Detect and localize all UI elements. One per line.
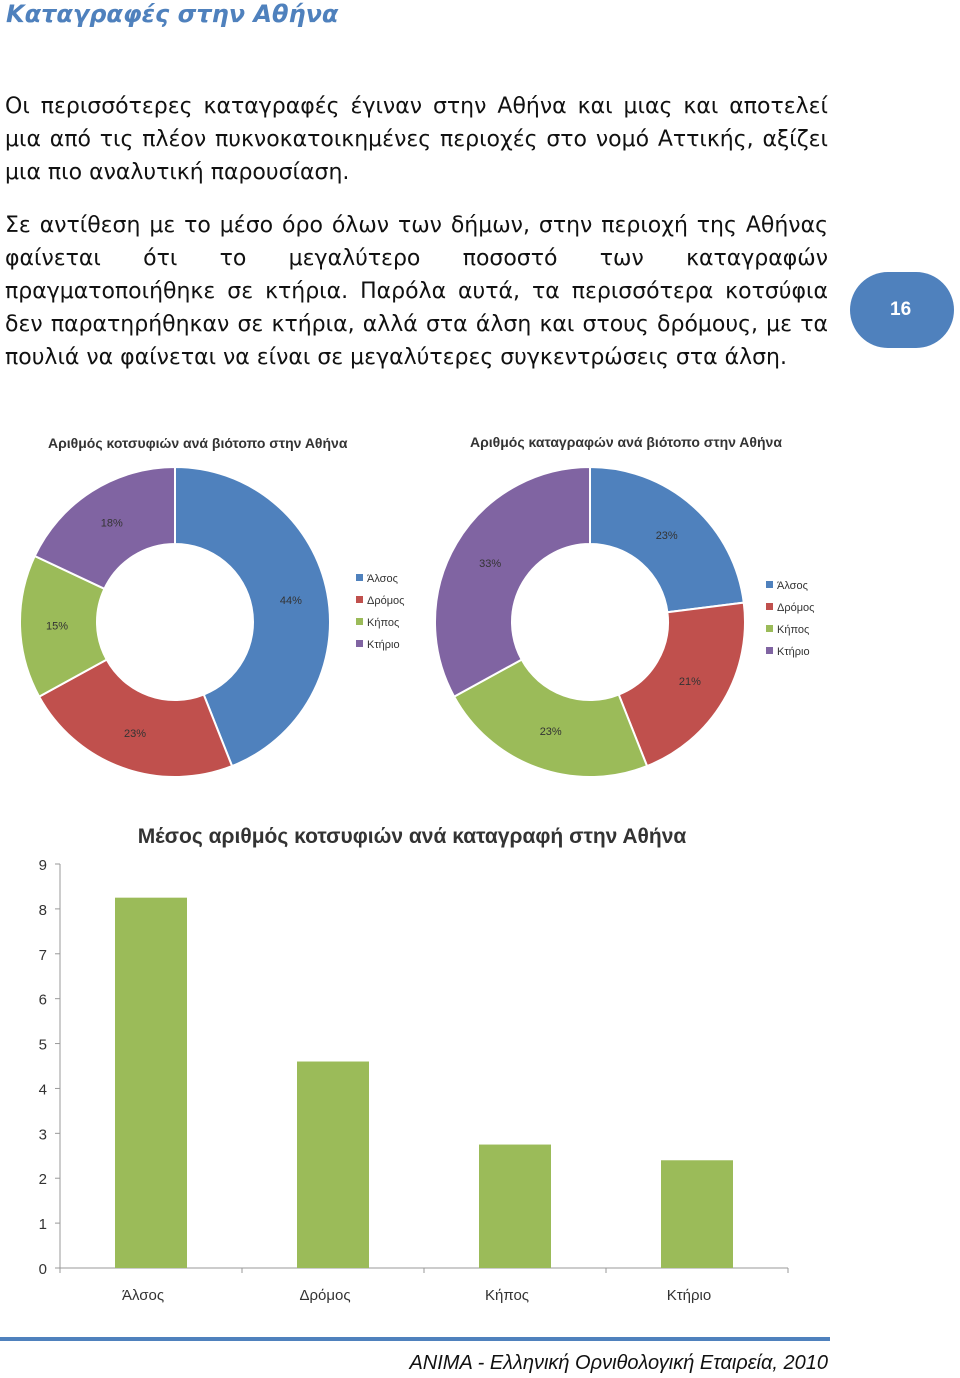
habitat-records-chart-title: Αριθμός καταγραφών ανά βιότοπο στην Αθήν… — [470, 434, 782, 450]
habitat-records-value-label: 21% — [679, 676, 701, 688]
avg-bar-y-tick-label: 1 — [39, 1216, 47, 1233]
habitat-birds-legend-label: Κήπος — [367, 617, 399, 629]
habitat-birds-legend-label: Κτήριο — [367, 639, 400, 651]
habitat-records-legend-swatch — [766, 603, 773, 610]
page-number-badge: 16 — [850, 272, 954, 348]
footer-text: ANIMA - Ελληνική Ορνιθολογική Εταιρεία, … — [409, 1352, 828, 1374]
habitat-records-legend-swatch — [766, 625, 773, 632]
habitat-records-legend-label: Κήπος — [777, 624, 809, 636]
habitat-records-legend-label: Άλσος — [777, 580, 808, 592]
avg-bar-y-tick-label: 5 — [39, 1037, 47, 1054]
habitat-birds-chart-title: Αριθμός κοτσυφιών ανά βιότοπο στην Αθήνα — [48, 435, 348, 451]
habitat-birds-value-label: 18% — [101, 517, 123, 529]
habitat-birds-slice-3 — [19, 554, 109, 699]
habitat-records-legend-swatch — [766, 647, 773, 654]
avg-bar-y-tick-label: 9 — [39, 857, 47, 874]
habitat-records-value-label: 23% — [656, 530, 678, 542]
habitat-birds-legend-swatch — [356, 618, 363, 625]
habitat-birds-legend-swatch — [356, 596, 363, 603]
avg-bar-y-tick-label: 6 — [39, 992, 47, 1009]
avg-bar-y-tick-label: 0 — [39, 1261, 47, 1278]
avg-bar-category-label: Κήπος — [485, 1287, 529, 1304]
avg-bar-category-label: Άλσος — [122, 1287, 164, 1304]
avg-bar-1 — [115, 897, 187, 1268]
habitat-records-value-label: 33% — [479, 558, 501, 570]
analysis-paragraph: Σε αντίθεση με το μέσο όρο όλων των δήμω… — [5, 213, 828, 370]
habitat-records-slice-3 — [452, 658, 649, 778]
avg-bar-chart-title: Μέσος αριθμός κοτσυφιών ανά καταγραφή στ… — [138, 825, 687, 848]
habitat-records-slice-1 — [589, 465, 745, 614]
avg-bar-2 — [297, 1061, 369, 1268]
habitat-birds-slice-2 — [37, 658, 234, 778]
habitat-records-legend-label: Δρόμος — [777, 602, 814, 614]
habitat-records-legend-swatch — [766, 581, 773, 588]
avg-bar-y-tick-label: 2 — [39, 1171, 47, 1188]
footer-divider — [0, 1337, 830, 1341]
avg-bar-category-label: Κτήριο — [667, 1287, 711, 1304]
avg-bar-category-label: Δρόμος — [299, 1287, 350, 1304]
page-number: 16 — [890, 299, 912, 320]
avg-bar-y-tick-label: 3 — [39, 1126, 47, 1143]
habitat-records-slice-2 — [617, 601, 746, 768]
avg-bar-3 — [479, 1144, 551, 1268]
habitat-birds-legend-label: Δρόμος — [367, 595, 404, 607]
avg-bar-y-tick-label: 4 — [39, 1081, 47, 1098]
intro-paragraph: Οι περισσότερες καταγραφές έγιναν στην Α… — [5, 94, 828, 185]
habitat-records-legend-label: Κτήριο — [777, 646, 810, 658]
habitat-birds-slice-1 — [174, 465, 331, 768]
habitat-birds-legend-swatch — [356, 574, 363, 581]
page-title: Καταγραφές στην Αθήνα — [6, 0, 339, 28]
habitat-records-slice-4 — [434, 465, 591, 699]
avg-bar-y-tick-label: 7 — [39, 947, 47, 964]
avg-bar-y-tick-label: 8 — [39, 902, 47, 919]
habitat-birds-legend-label: Άλσος — [367, 573, 398, 585]
habitat-birds-legend-swatch — [356, 640, 363, 647]
habitat-records-value-label: 23% — [540, 726, 562, 738]
habitat-birds-value-label: 23% — [124, 728, 146, 740]
habitat-birds-slice-4 — [33, 465, 176, 591]
habitat-birds-value-label: 15% — [46, 621, 68, 633]
avg-bar-4 — [661, 1160, 733, 1268]
habitat-birds-value-label: 44% — [280, 595, 302, 607]
